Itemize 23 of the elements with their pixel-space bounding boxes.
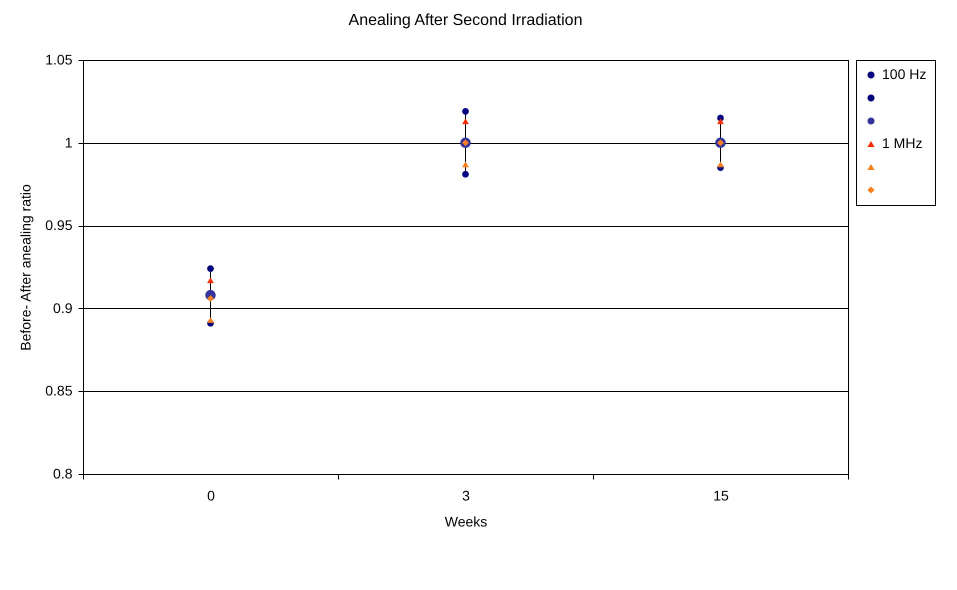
y-tick-label: 0.95 — [45, 217, 73, 234]
point — [717, 118, 724, 124]
chart-title: Anealing After Second Irradiation — [348, 12, 582, 29]
y-tick-label: 1 — [64, 134, 73, 150]
point — [462, 170, 469, 178]
legend-label: 1 MHz — [882, 135, 922, 151]
x-tick-label: 3 — [462, 488, 470, 504]
point — [207, 317, 214, 323]
legend-label: 100 Hz — [882, 66, 926, 82]
point — [462, 118, 469, 124]
point — [462, 161, 469, 168]
point — [462, 108, 469, 115]
y-tick-label: 0.9 — [53, 300, 73, 316]
y-tick-label: 0.85 — [45, 382, 73, 399]
x-axis-title: Weeks — [444, 514, 488, 530]
point — [717, 161, 724, 168]
point — [207, 265, 214, 272]
y-tick-label: 1.05 — [45, 52, 73, 68]
x-tick-label: 0 — [207, 488, 216, 504]
point — [207, 277, 214, 284]
x-tick-label: 15 — [713, 488, 729, 504]
y-tick-label: 0.8 — [53, 466, 73, 482]
y-axis-title: Before- After anealing ratio — [17, 184, 34, 351]
